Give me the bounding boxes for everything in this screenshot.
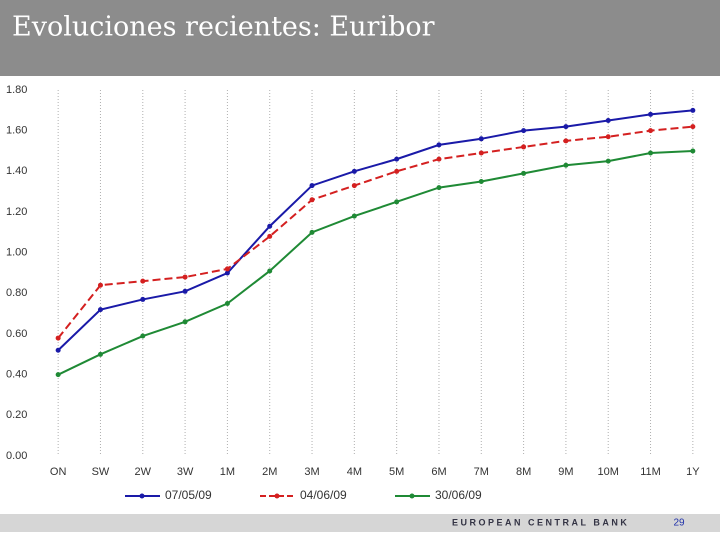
data-point <box>224 270 230 276</box>
legend-marker <box>139 493 145 499</box>
legend-label: 30/06/09 <box>435 488 482 502</box>
data-point <box>55 372 61 378</box>
x-tick-label: 11M <box>640 466 661 478</box>
data-point <box>267 268 273 274</box>
data-point <box>182 288 188 294</box>
x-tick-label: 8M <box>516 466 531 478</box>
data-point <box>605 134 611 140</box>
y-tick-label: 0.40 <box>6 369 27 381</box>
x-tick-label: 7M <box>474 466 489 478</box>
data-point <box>182 319 188 325</box>
data-point <box>351 213 357 219</box>
data-point <box>140 278 146 284</box>
x-tick-label: 10M <box>598 466 619 478</box>
x-tick-label: 5M <box>389 466 404 478</box>
data-point <box>563 162 569 168</box>
header-bar <box>0 0 720 76</box>
data-point <box>267 233 273 239</box>
legend-marker <box>274 493 280 499</box>
legend-label: 07/05/09 <box>165 488 212 502</box>
data-point <box>394 199 400 205</box>
data-point <box>394 168 400 174</box>
x-tick-label: 2M <box>262 466 277 478</box>
data-point <box>140 333 146 339</box>
data-point <box>563 124 569 130</box>
y-tick-label: 1.80 <box>6 84 27 96</box>
y-tick-label: 0.80 <box>6 287 27 299</box>
series-line <box>57 125 693 339</box>
legend-marker <box>409 493 415 499</box>
data-point <box>182 274 188 280</box>
data-point <box>351 183 357 189</box>
data-point <box>521 170 527 176</box>
x-tick-label: ON <box>50 466 67 478</box>
data-point <box>224 266 230 272</box>
data-point <box>309 183 315 189</box>
data-point <box>394 156 400 162</box>
data-point <box>224 301 230 306</box>
data-point <box>55 335 61 341</box>
data-point <box>97 351 103 357</box>
data-point <box>690 107 696 113</box>
data-point <box>309 229 315 235</box>
legend-label: 04/06/09 <box>300 488 347 502</box>
data-point <box>605 118 611 123</box>
data-point <box>140 296 146 302</box>
y-tick-label: 1.40 <box>6 165 27 177</box>
data-point <box>690 148 696 154</box>
x-tick-label: 1Y <box>686 466 700 478</box>
x-tick-label: 2W <box>135 466 152 478</box>
y-tick-label: 1.20 <box>6 206 27 218</box>
x-tick-label: 1M <box>220 466 235 478</box>
x-tick-label: 4M <box>347 466 362 478</box>
data-point <box>351 168 357 174</box>
data-point <box>55 347 61 353</box>
y-tick-label: 0.20 <box>6 409 27 421</box>
y-tick-label: 0.00 <box>6 450 27 462</box>
data-point <box>478 179 484 184</box>
y-tick-label: 0.60 <box>6 328 27 340</box>
x-tick-label: 3W <box>177 466 194 478</box>
data-point <box>521 144 527 150</box>
y-tick-label: 1.60 <box>6 125 27 137</box>
x-tick-label: 3M <box>304 466 319 478</box>
data-point <box>521 128 527 134</box>
data-point <box>478 136 484 142</box>
data-point <box>436 142 442 148</box>
x-tick-label: SW <box>92 466 110 478</box>
data-point <box>97 282 103 288</box>
data-point <box>436 156 442 162</box>
data-point <box>478 150 484 156</box>
data-point <box>267 223 273 229</box>
data-point <box>605 158 611 164</box>
series-line <box>57 150 693 376</box>
data-point <box>436 185 442 191</box>
footer-bar <box>0 514 720 532</box>
data-point <box>690 124 696 130</box>
footer-organization: EUROPEAN CENTRAL BANK <box>452 517 629 527</box>
data-point <box>648 128 654 134</box>
y-tick-label: 1.00 <box>6 247 27 259</box>
x-tick-label: 9M <box>558 466 573 478</box>
x-tick-label: 6M <box>431 466 446 478</box>
data-point <box>97 307 103 313</box>
page-number: 29 <box>673 518 685 529</box>
slide-title: Evoluciones recientes: Euribor <box>12 12 435 43</box>
data-point <box>648 150 654 156</box>
data-point <box>309 197 315 203</box>
data-point <box>563 138 569 144</box>
data-point <box>648 111 654 117</box>
series-line <box>57 109 693 351</box>
